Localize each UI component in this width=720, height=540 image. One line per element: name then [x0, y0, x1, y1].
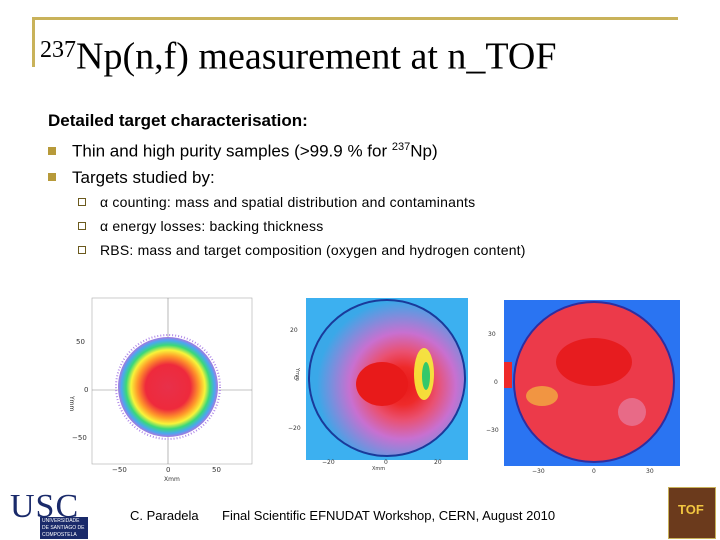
subbullet-text: RBS: mass and target composition (oxygen…: [100, 242, 526, 258]
usc-logo-subtitle: UNIVERSIDADE DE SANTIAGO DE COMPOSTELA: [40, 517, 88, 539]
rbs-map: 30 0 −30 −30 0 30: [486, 300, 680, 475]
footer-event: Final Scientific EFNUDAT Workshop, CERN,…: [222, 508, 556, 523]
edge-mark: [504, 362, 512, 388]
x-tick-label: 20: [434, 459, 442, 466]
target-halo: [115, 334, 221, 440]
bullet-square-icon: [48, 146, 56, 155]
bullet-purity-sup: 237: [391, 141, 411, 153]
target-spot: [118, 337, 218, 437]
alpha-counting-plot: 50 0 −50 −50 0 50 Xmm Ymm: [68, 297, 253, 483]
subbullet-rbs: RBS: mass and target composition (oxygen…: [78, 242, 526, 258]
subbullet-text: α energy losses: backing thickness: [100, 218, 324, 234]
x-tick-label: −20: [322, 459, 335, 466]
bullet-purity-text: Thin and high purity samples (>99.9 % fo…: [72, 141, 392, 161]
bullet-purity-tail: Np): [410, 141, 438, 161]
slide-title: 237Np(n,f) measurement at n_TOF: [40, 22, 557, 83]
title-text: Np(n,f) measurement at n_TOF: [76, 35, 557, 78]
y-tick-label: 30: [488, 331, 496, 338]
x-tick-label: −50: [112, 466, 127, 474]
x-tick-label: 0: [166, 466, 170, 474]
y-axis-label: Ymm: [294, 367, 300, 381]
hotspot-green: [422, 362, 430, 390]
y-tick-label: −50: [72, 434, 87, 442]
y-tick-label: 0: [494, 379, 498, 386]
title-frame-left: [32, 17, 35, 67]
center-red: [356, 362, 408, 406]
ntof-logo: TOF: [668, 487, 716, 539]
y-tick-label: −30: [486, 427, 499, 434]
y-axis-label: Ymm: [68, 395, 75, 412]
x-tick-label: −30: [532, 468, 545, 475]
x-tick-label: 0: [592, 468, 596, 475]
checkbox-bullet-icon: [78, 198, 86, 206]
x-tick-label: 0: [384, 459, 388, 466]
y-tick-label: 20: [290, 327, 298, 334]
energy-loss-map: 20 0 −20 −20 0 20 Xmm Ymm: [284, 292, 470, 472]
y-tick-label: 50: [76, 338, 85, 346]
title-isotope: 237: [40, 37, 76, 63]
bullet-targets-text: Targets studied by:: [72, 168, 215, 187]
x-tick-label: 30: [646, 468, 654, 475]
y-tick-label: 0: [294, 375, 298, 382]
bullet-targets: Targets studied by:: [48, 168, 215, 188]
x-axis-label: Xmm: [372, 466, 385, 472]
x-tick-label: 50: [212, 466, 221, 474]
checkbox-bullet-icon: [78, 222, 86, 230]
subbullet-energy-losses: α energy losses: backing thickness: [78, 218, 323, 234]
section-heading: Detailed target characterisation:: [48, 111, 308, 130]
plot-frame: [91, 297, 253, 465]
bullet-square-icon: [48, 173, 56, 181]
y-tick-label: 0: [84, 386, 88, 394]
center-red: [556, 338, 632, 386]
checkbox-bullet-icon: [78, 246, 86, 254]
ntof-logo-text: TOF: [678, 502, 704, 517]
title-frame-top: [32, 17, 678, 20]
subbullet-text: α counting: mass and spatial distributio…: [100, 194, 476, 210]
hotspot-yellow: [526, 386, 558, 406]
usc-logo: USC UNIVERSIDADE DE SANTIAGO DE COMPOSTE…: [6, 487, 88, 539]
hotspot-pink: [618, 398, 646, 426]
footer-author: C. Paradela: [130, 508, 199, 523]
bullet-purity: Thin and high purity samples (>99.9 % fo…: [48, 141, 438, 162]
y-tick-label: −20: [288, 425, 301, 432]
x-axis-label: Xmm: [164, 476, 180, 483]
subbullet-alpha-counting: α counting: mass and spatial distributio…: [78, 194, 475, 210]
